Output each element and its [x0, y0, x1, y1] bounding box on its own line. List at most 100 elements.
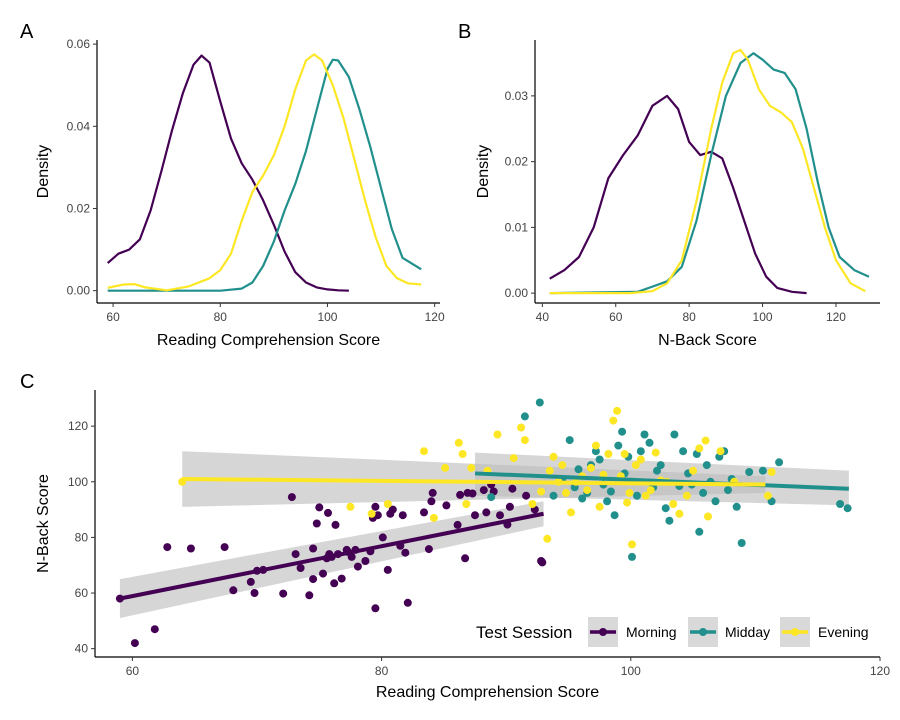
data-point-morning [347, 552, 356, 561]
data-point-morning [291, 550, 300, 559]
data-point-evening [549, 452, 558, 461]
data-point-midday [618, 427, 627, 436]
data-point-morning [220, 543, 229, 552]
data-point-evening [367, 509, 376, 518]
data-point-midday [711, 497, 720, 506]
x-tick-label: 120 [425, 310, 445, 324]
x-tick-label: 100 [753, 310, 773, 324]
data-point-midday [745, 468, 754, 476]
data-point-morning [471, 511, 479, 520]
panel-a-tag: A [20, 21, 34, 43]
legend-key-point [791, 628, 799, 636]
data-point-morning [186, 544, 195, 553]
data-point-morning [424, 545, 433, 554]
data-point-evening [669, 500, 678, 508]
data-point-evening [558, 461, 567, 470]
legend-key-point [699, 628, 707, 636]
confidence-band-evening [182, 451, 766, 507]
y-tick-label: 100 [68, 475, 88, 489]
data-point-midday [606, 487, 615, 496]
data-point-evening [763, 491, 772, 500]
data-point-morning [442, 501, 451, 510]
data-point-midday [565, 436, 574, 445]
data-point-morning [309, 544, 318, 553]
x-tick-label: 40 [536, 310, 550, 324]
x-axis-title: Reading Comprehension Score [376, 684, 599, 701]
data-point-evening [613, 406, 622, 415]
data-point-evening [591, 441, 600, 450]
data-point-midday [487, 493, 496, 502]
regression-line-evening [182, 477, 766, 487]
data-point-morning [309, 575, 318, 584]
data-point-morning [496, 511, 504, 520]
y-tick-label: 0.02 [505, 155, 529, 169]
data-point-midday [661, 504, 670, 513]
data-point-midday [535, 398, 544, 407]
data-point-morning [538, 558, 547, 567]
y-tick-label: 80 [75, 530, 89, 544]
data-point-morning [371, 604, 380, 613]
data-point-morning [427, 497, 436, 506]
data-point-morning [420, 508, 428, 517]
data-point-evening [441, 463, 450, 472]
data-point-midday [636, 447, 645, 456]
x-tick-label: 100 [317, 310, 337, 324]
panel-b-tag: B [458, 21, 471, 43]
density-curve-midday [549, 52, 870, 295]
data-point-midday [520, 412, 529, 421]
regression-line-midday [474, 471, 849, 491]
data-point-morning [482, 508, 491, 517]
x-tick-label: 100 [621, 664, 641, 678]
x-tick-label: 80 [682, 310, 696, 324]
data-point-evening [609, 416, 618, 425]
data-point-evening [583, 486, 592, 495]
data-point-morning [312, 519, 321, 528]
data-point-midday [645, 438, 654, 447]
data-point-morning [330, 579, 339, 588]
density-curve-morning [549, 94, 807, 295]
data-point-evening [767, 468, 776, 476]
data-point-morning [398, 511, 407, 520]
data-point-morning [319, 569, 327, 578]
data-point-morning [324, 508, 332, 517]
data-point-morning [279, 589, 288, 598]
data-point-evening [620, 450, 629, 458]
y-tick-label: 120 [68, 419, 88, 433]
data-point-evening [383, 500, 392, 508]
data-point-evening [636, 455, 645, 464]
data-point-midday [679, 447, 688, 456]
x-axis-title: N-Back Score [658, 332, 757, 349]
data-point-evening [429, 513, 438, 522]
data-point-morning [353, 562, 362, 571]
data-point-morning [163, 543, 172, 552]
data-point-evening [604, 450, 613, 458]
legend-label-midday: Midday [725, 624, 770, 640]
data-point-morning [522, 491, 531, 500]
data-point-evening [695, 444, 704, 453]
data-point-evening [346, 502, 355, 511]
data-point-evening [517, 423, 526, 432]
data-point-evening [493, 430, 502, 439]
data-point-morning [453, 520, 462, 529]
y-tick-label: 0.02 [67, 201, 91, 215]
density-curve-morning [106, 54, 349, 292]
data-point-morning [383, 565, 392, 574]
data-point-morning [250, 589, 259, 597]
data-point-evening [595, 502, 604, 511]
data-point-evening [716, 447, 725, 456]
data-point-evening [520, 436, 529, 445]
data-point-midday [836, 500, 845, 508]
legend: Test Session Morning Midday Evening [476, 617, 869, 647]
y-tick-label: 0.06 [67, 37, 91, 51]
data-point-evening [462, 500, 471, 508]
legend-label-morning: Morning [626, 624, 677, 640]
data-point-morning [371, 502, 380, 511]
data-point-evening [628, 540, 636, 549]
data-point-evening [704, 512, 712, 521]
data-point-morning [229, 586, 238, 595]
data-point-morning [401, 548, 410, 557]
data-point-evening [682, 491, 691, 500]
data-point-evening [625, 488, 634, 497]
y-tick-label: 0.04 [67, 119, 91, 133]
data-point-morning [456, 490, 465, 499]
